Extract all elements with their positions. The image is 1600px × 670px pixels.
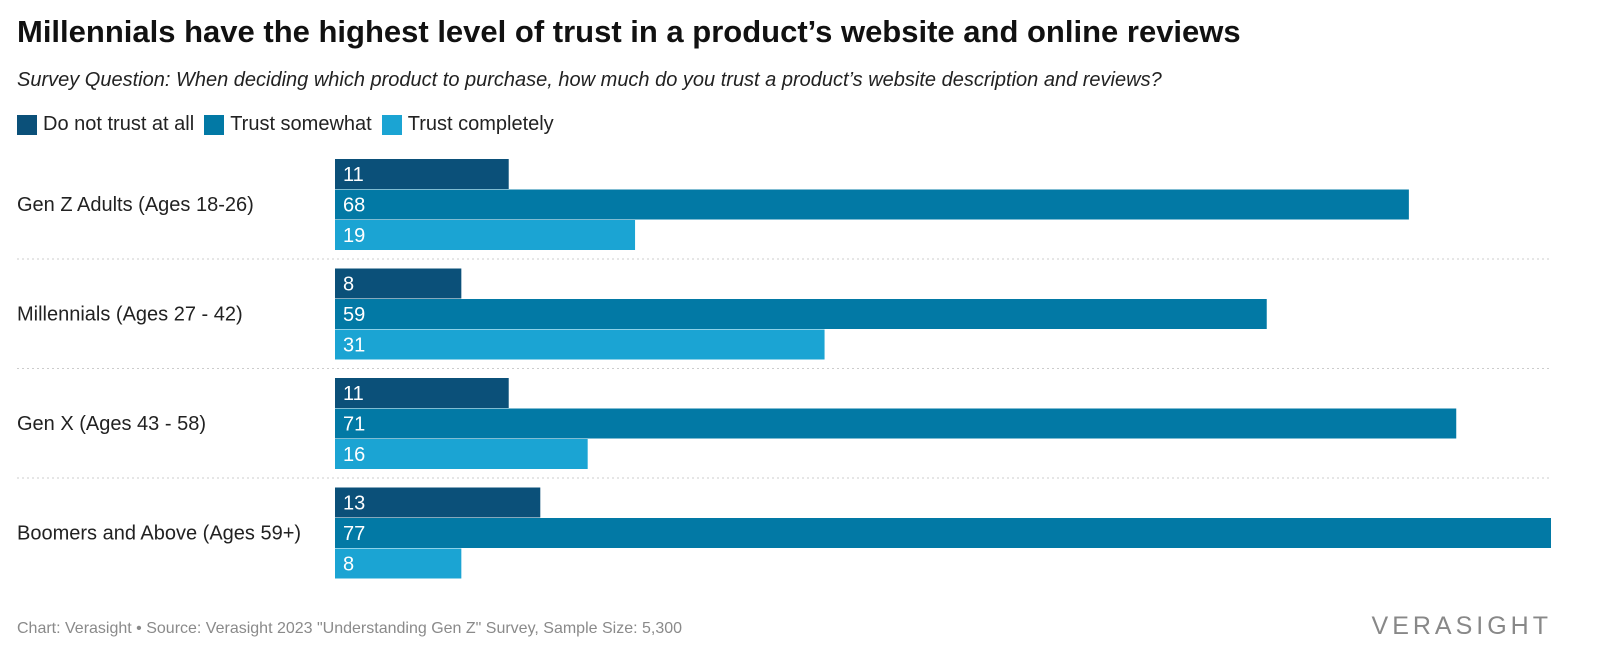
bar-trust-completely-gen-z-adults-ages-18-26 bbox=[335, 220, 636, 250]
category-label-millennials-ages-27-42: Millennials (Ages 27 - 42) bbox=[17, 304, 243, 326]
legend-swatch-trust-completely bbox=[381, 114, 402, 135]
value-label-do-not-trust-gen-z-adults-ages-18-26: 11 bbox=[343, 164, 364, 186]
verasight-logo: VERASIGHT bbox=[1371, 612, 1552, 640]
value-label-do-not-trust-boomers-and-above-ages-59: 13 bbox=[343, 493, 365, 515]
legend-item-do-not-trust: Do not trust at all bbox=[17, 113, 194, 136]
legend: Do not trust at all Trust somewhat Trust… bbox=[17, 113, 564, 136]
bar-do-not-trust-millennials-ages-27-42 bbox=[335, 268, 462, 299]
bar-trust-somewhat-gen-z-adults-ages-18-26 bbox=[335, 189, 1409, 220]
bar-trust-somewhat-millennials-ages-27-42 bbox=[335, 299, 1267, 329]
legend-item-trust-completely: Trust completely bbox=[381, 113, 554, 136]
bar-trust-completely-boomers-and-above-ages-59 bbox=[335, 548, 462, 579]
legend-label-do-not-trust: Do not trust at all bbox=[43, 113, 195, 135]
category-label-gen-x-ages-43-58: Gen X (Ages 43 - 58) bbox=[17, 413, 206, 435]
value-label-do-not-trust-millennials-ages-27-42: 8 bbox=[343, 274, 354, 296]
legend-label-trust-somewhat: Trust somewhat bbox=[230, 113, 372, 135]
bar-do-not-trust-boomers-and-above-ages-59 bbox=[335, 487, 541, 518]
bar-trust-somewhat-boomers-and-above-ages-59 bbox=[335, 518, 1551, 548]
legend-swatch-trust-somewhat bbox=[204, 114, 225, 135]
legend-swatch-do-not-trust bbox=[17, 114, 37, 135]
bar-do-not-trust-gen-z-adults-ages-18-26 bbox=[335, 159, 509, 189]
chart-title: Millennials have the highest level of tr… bbox=[17, 14, 1241, 49]
category-label-boomers-and-above-ages-59: Boomers and Above (Ages 59+) bbox=[17, 523, 301, 545]
bar-trust-somewhat-gen-x-ages-43-58 bbox=[335, 408, 1457, 439]
category-label-gen-z-adults-ages-18-26: Gen Z Adults (Ages 18-26) bbox=[17, 194, 254, 216]
value-label-trust-completely-gen-z-adults-ages-18-26: 19 bbox=[343, 225, 365, 247]
value-label-trust-somewhat-millennials-ages-27-42: 59 bbox=[343, 304, 365, 326]
value-label-trust-somewhat-gen-x-ages-43-58: 71 bbox=[343, 414, 365, 436]
value-label-do-not-trust-gen-x-ages-43-58: 11 bbox=[343, 383, 364, 405]
bar-trust-completely-millennials-ages-27-42 bbox=[335, 329, 825, 360]
bar-do-not-trust-gen-x-ages-43-58 bbox=[335, 378, 509, 408]
legend-label-trust-completely: Trust completely bbox=[407, 113, 554, 135]
chart-subtitle: Survey Question: When deciding which pro… bbox=[17, 69, 1162, 91]
value-label-trust-completely-boomers-and-above-ages-59: 8 bbox=[343, 554, 354, 576]
value-label-trust-completely-millennials-ages-27-42: 31 bbox=[343, 335, 365, 357]
bar-trust-completely-gen-x-ages-43-58 bbox=[335, 439, 588, 469]
source-note: Chart: Verasight • Source: Verasight 202… bbox=[17, 620, 683, 637]
value-label-trust-completely-gen-x-ages-43-58: 16 bbox=[343, 444, 365, 466]
value-label-trust-somewhat-boomers-and-above-ages-59: 77 bbox=[343, 523, 365, 545]
value-label-trust-somewhat-gen-z-adults-ages-18-26: 68 bbox=[343, 195, 365, 217]
legend-item-trust-somewhat: Trust somewhat bbox=[204, 113, 372, 136]
